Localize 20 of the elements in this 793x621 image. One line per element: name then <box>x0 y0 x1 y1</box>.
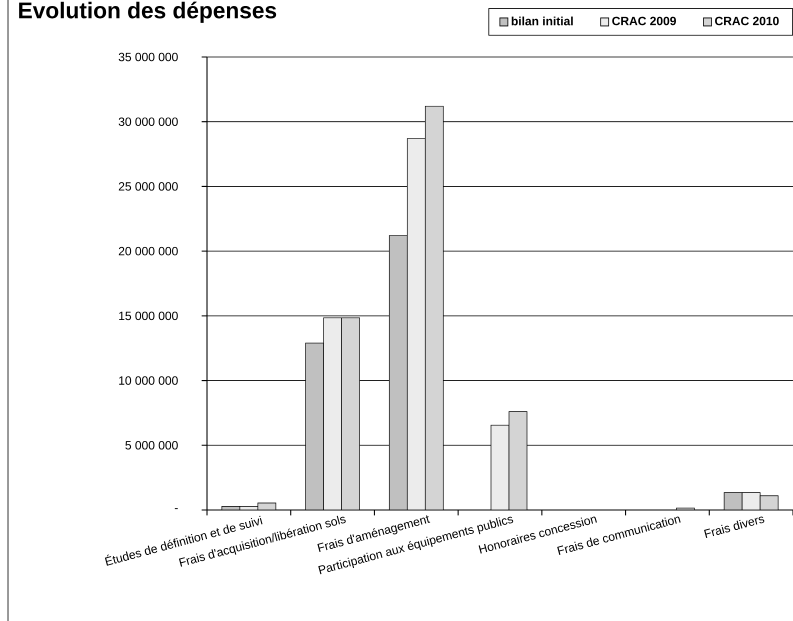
bar <box>406 138 426 510</box>
y-tick-label: 25 000 000 <box>118 182 178 191</box>
bar <box>388 235 408 510</box>
chart-title: Evolution des dépenses <box>19 2 276 23</box>
bar <box>323 317 342 510</box>
y-tick-label: 30 000 000 <box>118 117 178 126</box>
y-tick-label: 35 000 000 <box>118 52 178 62</box>
bar <box>490 424 510 510</box>
bar <box>742 492 760 510</box>
y-tick-label: 15 000 000 <box>119 312 178 320</box>
legend-label: bilan initial <box>512 16 573 26</box>
bar <box>724 492 742 510</box>
y-tick-label: - <box>174 508 178 510</box>
legend-label: CRAC 2009 <box>612 16 676 26</box>
bar <box>305 342 324 510</box>
y-tick-label: 10 000 000 <box>119 376 178 385</box>
legend-label: CRAC 2010 <box>715 16 779 26</box>
y-tick-label: 5 000 000 <box>125 441 178 450</box>
y-tick-label: 20 000 000 <box>118 246 178 256</box>
x-tick-label: Frais divers <box>704 516 764 538</box>
